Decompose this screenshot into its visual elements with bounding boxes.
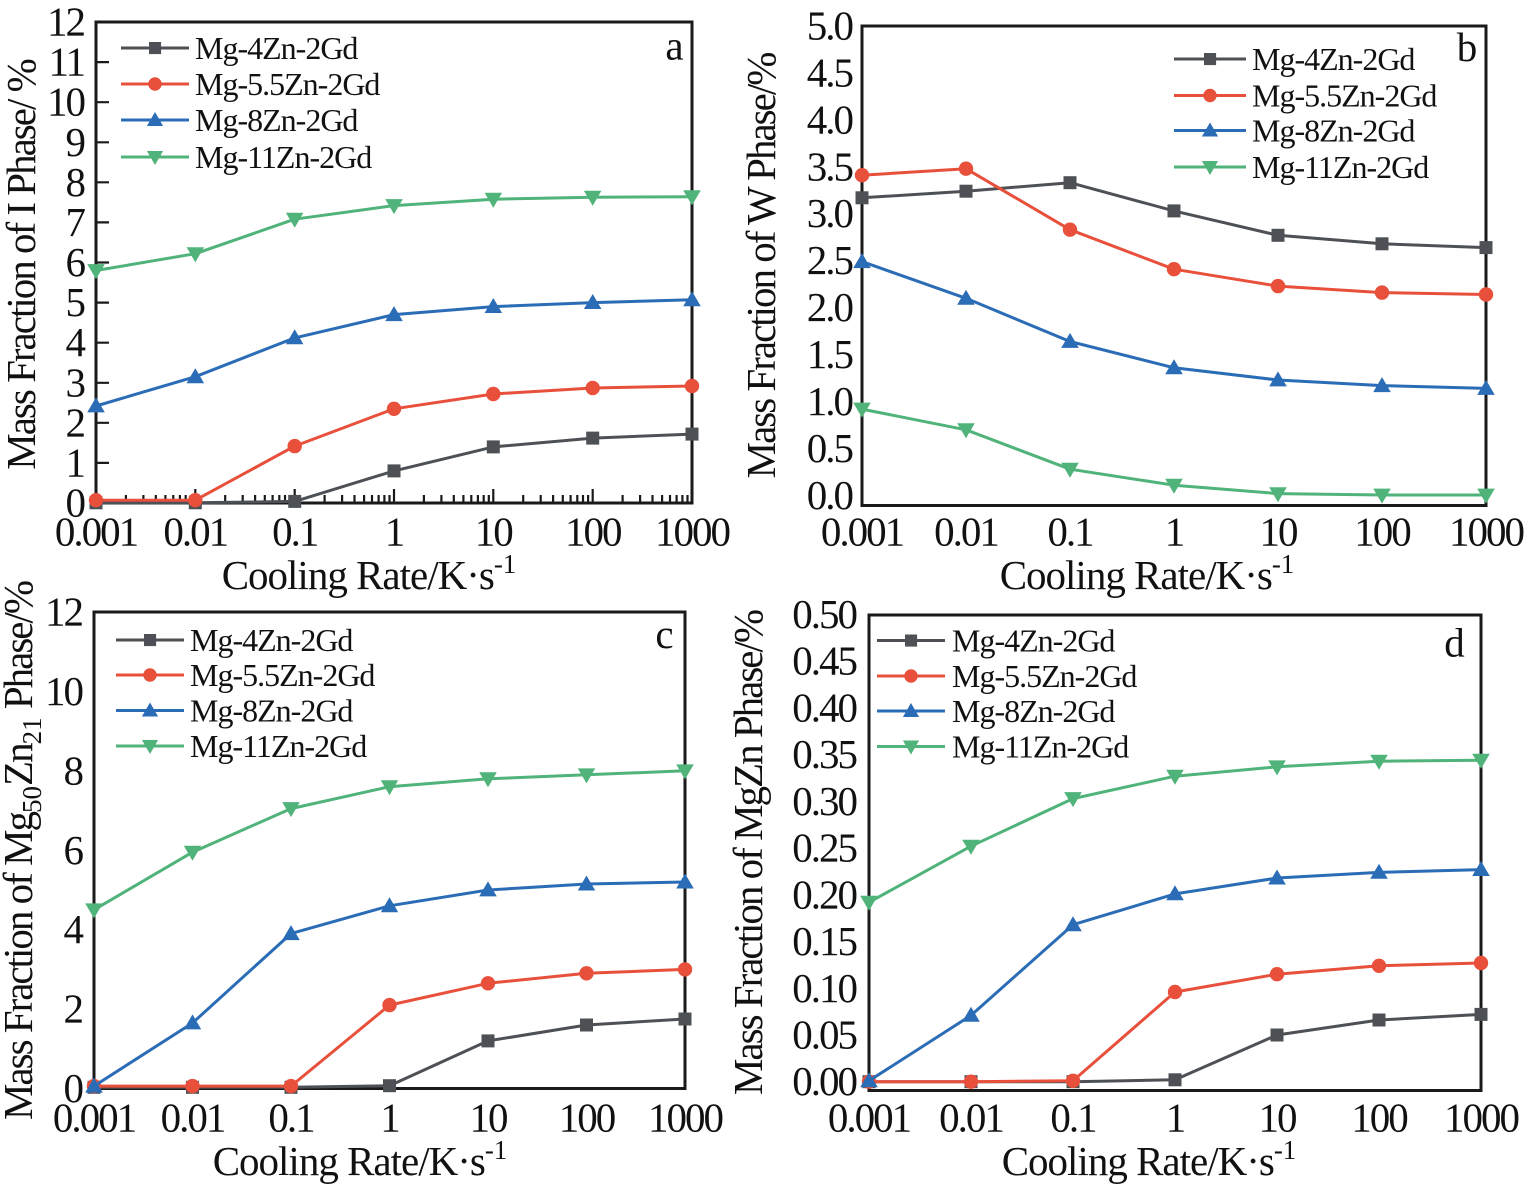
svg-text:10: 10 — [475, 509, 513, 555]
svg-text:0.35: 0.35 — [792, 731, 856, 777]
svg-text:1000: 1000 — [655, 509, 730, 555]
svg-text:6: 6 — [66, 239, 86, 285]
svg-text:0.45: 0.45 — [792, 638, 856, 684]
svg-text:0.0: 0.0 — [807, 472, 853, 518]
svg-text:0.1: 0.1 — [272, 509, 318, 555]
svg-text:100: 100 — [1354, 509, 1410, 555]
svg-text:b: b — [1457, 24, 1478, 70]
svg-text:Mass Fraction of I Phase/ %: Mass Fraction of I Phase/ % — [0, 59, 44, 469]
svg-text:100: 100 — [565, 509, 621, 555]
svg-text:4: 4 — [66, 319, 86, 365]
svg-text:3.5: 3.5 — [807, 143, 853, 189]
svg-text:Mg-4Zn-2Gd: Mg-4Zn-2Gd — [952, 623, 1115, 659]
svg-text:4: 4 — [64, 906, 84, 952]
svg-text:Mg-4Zn-2Gd: Mg-4Zn-2Gd — [1252, 41, 1415, 77]
svg-text:Mg-4Zn-2Gd: Mg-4Zn-2Gd — [195, 30, 358, 66]
svg-text:a: a — [665, 23, 683, 69]
svg-text:Mg-8Zn-2Gd: Mg-8Zn-2Gd — [190, 693, 353, 729]
svg-text:11: 11 — [49, 39, 85, 85]
svg-text:0.30: 0.30 — [792, 778, 856, 824]
svg-text:c: c — [655, 611, 673, 657]
svg-text:Mass Fraction of Mg50Zn21 Phas: Mass Fraction of Mg50Zn21 Phase/% — [0, 581, 47, 1120]
svg-text:2: 2 — [66, 399, 85, 445]
svg-text:Cooling Rate/K·s-1: Cooling Rate/K·s-1 — [1002, 1135, 1297, 1184]
svg-text:1.0: 1.0 — [807, 378, 853, 424]
svg-text:0.1: 0.1 — [1050, 1095, 1096, 1141]
svg-text:0.10: 0.10 — [792, 965, 856, 1011]
svg-text:0.1: 0.1 — [268, 1095, 314, 1141]
svg-text:12: 12 — [45, 589, 83, 635]
svg-text:Mass Fraction of MgZn Phase/%: Mass Fraction of MgZn Phase/% — [725, 610, 771, 1095]
svg-text:Cooling Rate/K·s-1: Cooling Rate/K·s-1 — [1000, 549, 1295, 598]
svg-text:Mg-5.5Zn-2Gd: Mg-5.5Zn-2Gd — [195, 66, 380, 102]
svg-text:1.5: 1.5 — [807, 331, 853, 377]
svg-text:1000: 1000 — [1444, 1095, 1519, 1141]
svg-text:0: 0 — [64, 1065, 83, 1111]
svg-text:Mg-5.5Zn-2Gd: Mg-5.5Zn-2Gd — [952, 658, 1137, 694]
svg-text:Mg-11Zn-2Gd: Mg-11Zn-2Gd — [190, 728, 367, 764]
svg-text:1: 1 — [66, 439, 85, 485]
svg-text:6: 6 — [64, 827, 84, 873]
svg-text:10: 10 — [1260, 509, 1298, 555]
svg-text:8: 8 — [64, 747, 83, 793]
svg-text:0.001: 0.001 — [828, 1095, 911, 1141]
svg-text:4.5: 4.5 — [807, 49, 853, 95]
svg-text:Mg-5.5Zn-2Gd: Mg-5.5Zn-2Gd — [190, 657, 375, 693]
svg-text:3.0: 3.0 — [807, 190, 853, 236]
svg-text:1: 1 — [1165, 509, 1184, 555]
svg-text:7: 7 — [66, 199, 86, 245]
svg-text:2: 2 — [64, 986, 83, 1032]
svg-text:Mg-8Zn-2Gd: Mg-8Zn-2Gd — [1252, 113, 1415, 149]
svg-text:0.1: 0.1 — [1047, 509, 1093, 555]
svg-text:Mg-5.5Zn-2Gd: Mg-5.5Zn-2Gd — [1252, 78, 1437, 114]
svg-text:12: 12 — [47, 0, 85, 45]
svg-text:0.50: 0.50 — [792, 591, 856, 637]
svg-text:2.0: 2.0 — [807, 284, 853, 330]
svg-text:0.20: 0.20 — [792, 871, 856, 917]
svg-text:10: 10 — [45, 668, 83, 714]
svg-text:Mg-8Zn-2Gd: Mg-8Zn-2Gd — [952, 693, 1115, 729]
svg-text:Cooling Rate/K·s-1: Cooling Rate/K·s-1 — [213, 1135, 508, 1184]
svg-text:10: 10 — [470, 1095, 508, 1141]
svg-text:0.05: 0.05 — [792, 1012, 856, 1058]
svg-text:0.01: 0.01 — [939, 1095, 1003, 1141]
svg-text:Mg-11Zn-2Gd: Mg-11Zn-2Gd — [1252, 149, 1429, 185]
svg-text:1: 1 — [385, 509, 404, 555]
svg-text:100: 100 — [559, 1095, 615, 1141]
svg-text:Mg-11Zn-2Gd: Mg-11Zn-2Gd — [952, 729, 1129, 765]
svg-text:Mg-4Zn-2Gd: Mg-4Zn-2Gd — [190, 622, 353, 658]
svg-text:2.5: 2.5 — [807, 237, 853, 283]
svg-text:0.001: 0.001 — [821, 509, 904, 555]
svg-text:1: 1 — [380, 1095, 399, 1141]
svg-text:100: 100 — [1351, 1095, 1407, 1141]
svg-text:Mass Fraction of W Phase/%: Mass Fraction of W Phase/% — [738, 53, 784, 479]
svg-text:0.001: 0.001 — [55, 509, 138, 555]
svg-text:0.5: 0.5 — [807, 425, 853, 471]
svg-text:0.01: 0.01 — [161, 1095, 225, 1141]
svg-text:0: 0 — [66, 480, 85, 526]
svg-text:10: 10 — [47, 79, 85, 125]
svg-text:0.01: 0.01 — [934, 509, 998, 555]
svg-text:5.0: 5.0 — [807, 2, 853, 48]
svg-text:5: 5 — [66, 279, 85, 325]
svg-text:10: 10 — [1259, 1095, 1297, 1141]
svg-text:1: 1 — [1166, 1095, 1185, 1141]
svg-text:0.00: 0.00 — [792, 1058, 856, 1104]
svg-text:1000: 1000 — [648, 1095, 723, 1141]
svg-text:0.01: 0.01 — [163, 509, 227, 555]
svg-text:d: d — [1444, 620, 1465, 666]
svg-text:9: 9 — [66, 119, 85, 165]
svg-text:0.001: 0.001 — [53, 1095, 136, 1141]
svg-text:3: 3 — [66, 359, 85, 405]
svg-text:Mg-8Zn-2Gd: Mg-8Zn-2Gd — [195, 102, 358, 138]
svg-text:0.40: 0.40 — [792, 684, 856, 730]
svg-text:8: 8 — [66, 159, 85, 205]
svg-text:Cooling Rate/K·s-1: Cooling Rate/K·s-1 — [222, 549, 517, 598]
svg-text:Mg-11Zn-2Gd: Mg-11Zn-2Gd — [195, 139, 372, 175]
svg-text:4.0: 4.0 — [807, 96, 853, 142]
svg-text:0.25: 0.25 — [792, 825, 856, 871]
svg-text:0.15: 0.15 — [792, 918, 856, 964]
svg-text:1000: 1000 — [1449, 509, 1524, 555]
